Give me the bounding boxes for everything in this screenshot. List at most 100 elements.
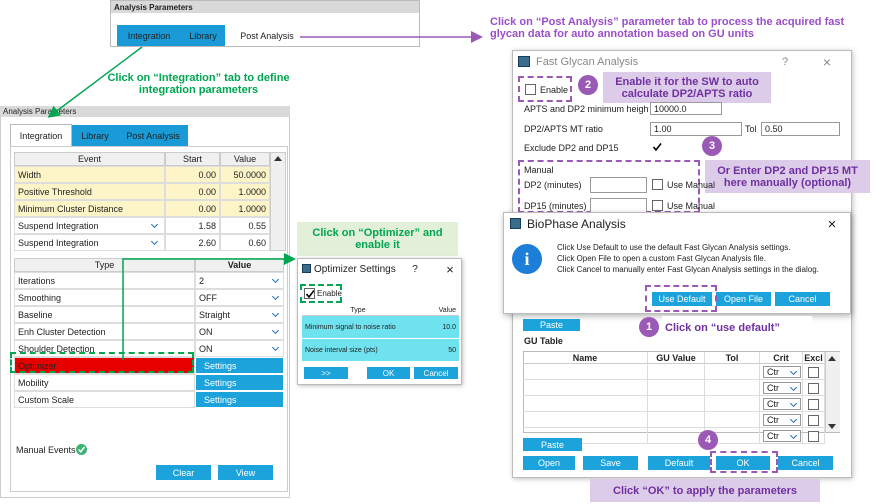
button[interactable]: Cancel	[414, 367, 458, 379]
checkbox[interactable]	[652, 200, 663, 211]
button[interactable]: Clear	[156, 465, 211, 480]
table-cell	[648, 428, 705, 444]
table-cell	[705, 428, 760, 444]
button[interactable]: Paste	[523, 319, 580, 331]
help-button[interactable]: ?	[412, 263, 418, 275]
label: Use Manual	[667, 201, 716, 211]
column-header: Value	[195, 258, 284, 272]
close-button[interactable]: ×	[446, 262, 454, 276]
column-header: Start	[165, 152, 220, 166]
button[interactable]: Use Default	[652, 292, 712, 306]
text-input[interactable]	[590, 177, 647, 193]
table-cell: Custom Scale	[14, 391, 195, 408]
table-cell	[648, 412, 705, 428]
table-cell: 1.58	[165, 217, 220, 234]
table-cell	[523, 380, 648, 396]
step-badge: 1	[639, 317, 659, 337]
dropdown[interactable]: ON	[195, 340, 284, 357]
column-header: Type	[14, 258, 195, 272]
dropdown[interactable]: Ctr	[763, 430, 801, 442]
dropdown[interactable]: Ctr	[763, 382, 801, 394]
tab[interactable]: Integration	[10, 124, 72, 147]
table-cell: Enh Cluster Detection	[14, 323, 195, 340]
table-cell: Iterations	[14, 272, 195, 289]
label: Manual Events	[16, 445, 76, 455]
dropdown[interactable]: 2	[195, 272, 284, 289]
button[interactable]: Open	[523, 456, 575, 470]
scrollbar	[825, 352, 840, 432]
checkbox[interactable]	[525, 84, 536, 95]
close-button[interactable]: ×	[822, 54, 832, 70]
check-path	[305, 289, 314, 298]
scroll-arrow	[828, 424, 836, 429]
tab[interactable]: Post Analysis	[126, 130, 180, 141]
button[interactable]: Open File	[716, 292, 771, 306]
status-icon	[76, 444, 87, 455]
tab[interactable]: Post Analysis	[240, 30, 294, 41]
checkbox[interactable]	[652, 141, 664, 153]
table-cell: Minimum Cluster Distance	[14, 200, 165, 217]
dropdown[interactable]: Ctr	[763, 366, 801, 378]
table-cell	[803, 380, 825, 396]
button[interactable]: Default	[648, 456, 710, 470]
button[interactable]: OK	[716, 456, 770, 470]
highlight-box	[10, 352, 194, 373]
title-bar: Analysis Parameters	[111, 1, 419, 13]
button[interactable]: View	[218, 465, 273, 480]
checkbox[interactable]	[808, 431, 819, 442]
button[interactable]: Cancel	[775, 292, 830, 306]
text-input[interactable]: 0.50	[761, 122, 840, 136]
settings-button[interactable]: Settings	[195, 391, 284, 408]
info-icon: i	[512, 244, 542, 274]
app-icon	[510, 218, 521, 229]
table-cell	[705, 364, 760, 380]
tab[interactable]: Library	[189, 30, 217, 41]
checkbox[interactable]	[652, 179, 663, 190]
dropdown[interactable]: Ctr	[763, 398, 801, 410]
table-cell	[523, 412, 648, 428]
highlight-box	[518, 76, 572, 102]
button[interactable]: Paste	[523, 438, 582, 451]
dialog-title: Fast Glycan Analysis	[536, 56, 639, 68]
checkbox[interactable]	[808, 399, 819, 410]
callout: Or Enter DP2 and DP15 MT here manually (…	[705, 160, 870, 193]
table-cell: Positive Threshold	[14, 183, 165, 200]
tab[interactable]: Library	[81, 130, 109, 141]
column-header: Crit	[760, 352, 803, 364]
callout: Click on “use default”	[662, 316, 812, 340]
dropdown[interactable]: Ctr	[763, 414, 801, 426]
dropdown[interactable]: Straight	[195, 306, 284, 323]
help-button[interactable]: ?	[781, 56, 789, 68]
close-button[interactable]: ×	[827, 216, 837, 232]
column-header: GU Value	[648, 352, 705, 364]
checkbox[interactable]	[808, 383, 819, 394]
button[interactable]: Save	[583, 456, 638, 470]
table-cell: Optimizer	[14, 357, 195, 374]
highlight-box	[300, 284, 342, 303]
table-cell: 2.60	[165, 234, 220, 251]
text-input[interactable]: 10000.0	[650, 102, 722, 115]
tab[interactable]: Integration	[127, 30, 171, 41]
settings-button[interactable]: Settings	[195, 374, 284, 391]
button[interactable]: OK	[367, 367, 410, 379]
settings-button[interactable]: Settings	[195, 357, 284, 374]
highlight-box	[710, 451, 778, 473]
app-icon	[302, 264, 311, 273]
column-header: Name	[523, 352, 648, 364]
button[interactable]: Cancel	[778, 456, 833, 470]
checkbox[interactable]	[304, 288, 315, 299]
section-title: GU Table	[524, 336, 563, 346]
checkbox[interactable]	[808, 415, 819, 426]
dropdown[interactable]: ON	[195, 323, 284, 340]
dialog-title: Optimizer Settings	[314, 263, 396, 275]
callout: Click “OK” to apply the parameters	[590, 479, 820, 502]
text-input[interactable]: 1.00	[650, 122, 742, 136]
table-cell: Minimum signal to noise ratio	[302, 316, 414, 339]
label: APTS and DP2 minimum height	[524, 103, 649, 114]
column-header: Type	[302, 306, 414, 316]
dropdown[interactable]: OFF	[195, 289, 284, 306]
checkbox[interactable]	[808, 367, 819, 378]
table-cell: Suspend Integration	[14, 217, 165, 234]
button[interactable]: >>	[304, 367, 348, 379]
table-cell: 0.00	[165, 200, 220, 217]
